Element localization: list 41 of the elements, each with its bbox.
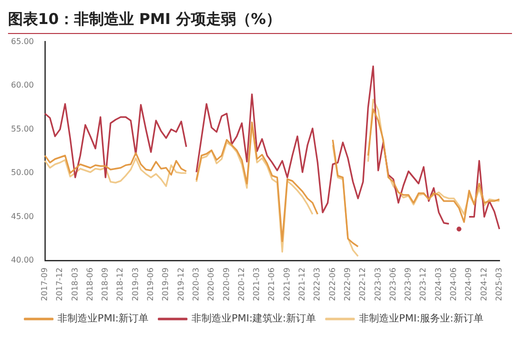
y-tick-label: 45.00 <box>10 212 34 221</box>
x-tick-label: 2021-12 <box>298 268 307 302</box>
y-tick-label: 40.00 <box>10 256 34 265</box>
x-tick-label: 2020-03 <box>191 268 200 302</box>
x-tick-label: 2020-12 <box>236 268 246 302</box>
x-tick-label: 2017-12 <box>55 268 64 302</box>
x-tick-label: 2021-03 <box>252 268 262 302</box>
x-tick-label: 2018-03 <box>70 268 80 302</box>
x-tick-label: 2025-03 <box>494 268 504 302</box>
x-tick-label: 2021-09 <box>282 268 292 302</box>
x-tick-label: 2022-09 <box>342 268 352 302</box>
x-tick-label: 2018-12 <box>116 268 125 302</box>
x-tick-label: 2023-03 <box>373 268 382 302</box>
y-tick-label: 55.00 <box>10 124 34 134</box>
x-tick-label: 2020-09 <box>222 268 231 302</box>
y-tick-label: 60.00 <box>10 80 34 90</box>
legend-label: 非制造业PMI:服务业:新订单 <box>358 312 484 325</box>
x-tick-label: 2024-06 <box>449 268 458 302</box>
x-tick-label: 2022-12 <box>358 268 368 302</box>
x-tick-label: 2023-09 <box>404 268 413 302</box>
chart-title: 图表10：非制造业 PMI 分项走弱（%） <box>8 8 512 34</box>
x-tick-label: 2021-06 <box>267 268 276 302</box>
x-tick-label: 2019-03 <box>130 268 140 302</box>
x-tick-label: 2023-06 <box>388 268 398 302</box>
x-tick-label: 2022-03 <box>312 268 322 302</box>
x-tick-label: 2018-09 <box>100 268 110 302</box>
x-tick-label: 2024-12 <box>479 268 488 302</box>
x-tick-label: 2019-06 <box>146 268 156 302</box>
x-tick-label: 2017-09 <box>40 268 49 302</box>
legend-label: 非制造业PMI:建筑业:新订单 <box>192 312 316 325</box>
x-tick-label: 2024-03 <box>434 268 443 302</box>
y-tick-label: 50.00 <box>10 168 34 178</box>
x-tick-label: 2018-06 <box>85 268 94 302</box>
x-tick-label: 2024-09 <box>464 268 474 302</box>
x-tick-label: 2019-12 <box>176 268 186 302</box>
y-tick-label: 65.00 <box>10 36 34 46</box>
legend-label: 非制造业PMI:新订单 <box>58 312 149 325</box>
x-tick-label: 2019-09 <box>161 268 170 302</box>
x-tick-label: 2022-06 <box>328 268 337 302</box>
x-tick-label: 2020-06 <box>206 268 216 302</box>
x-tick-label: 2023-12 <box>418 268 428 302</box>
